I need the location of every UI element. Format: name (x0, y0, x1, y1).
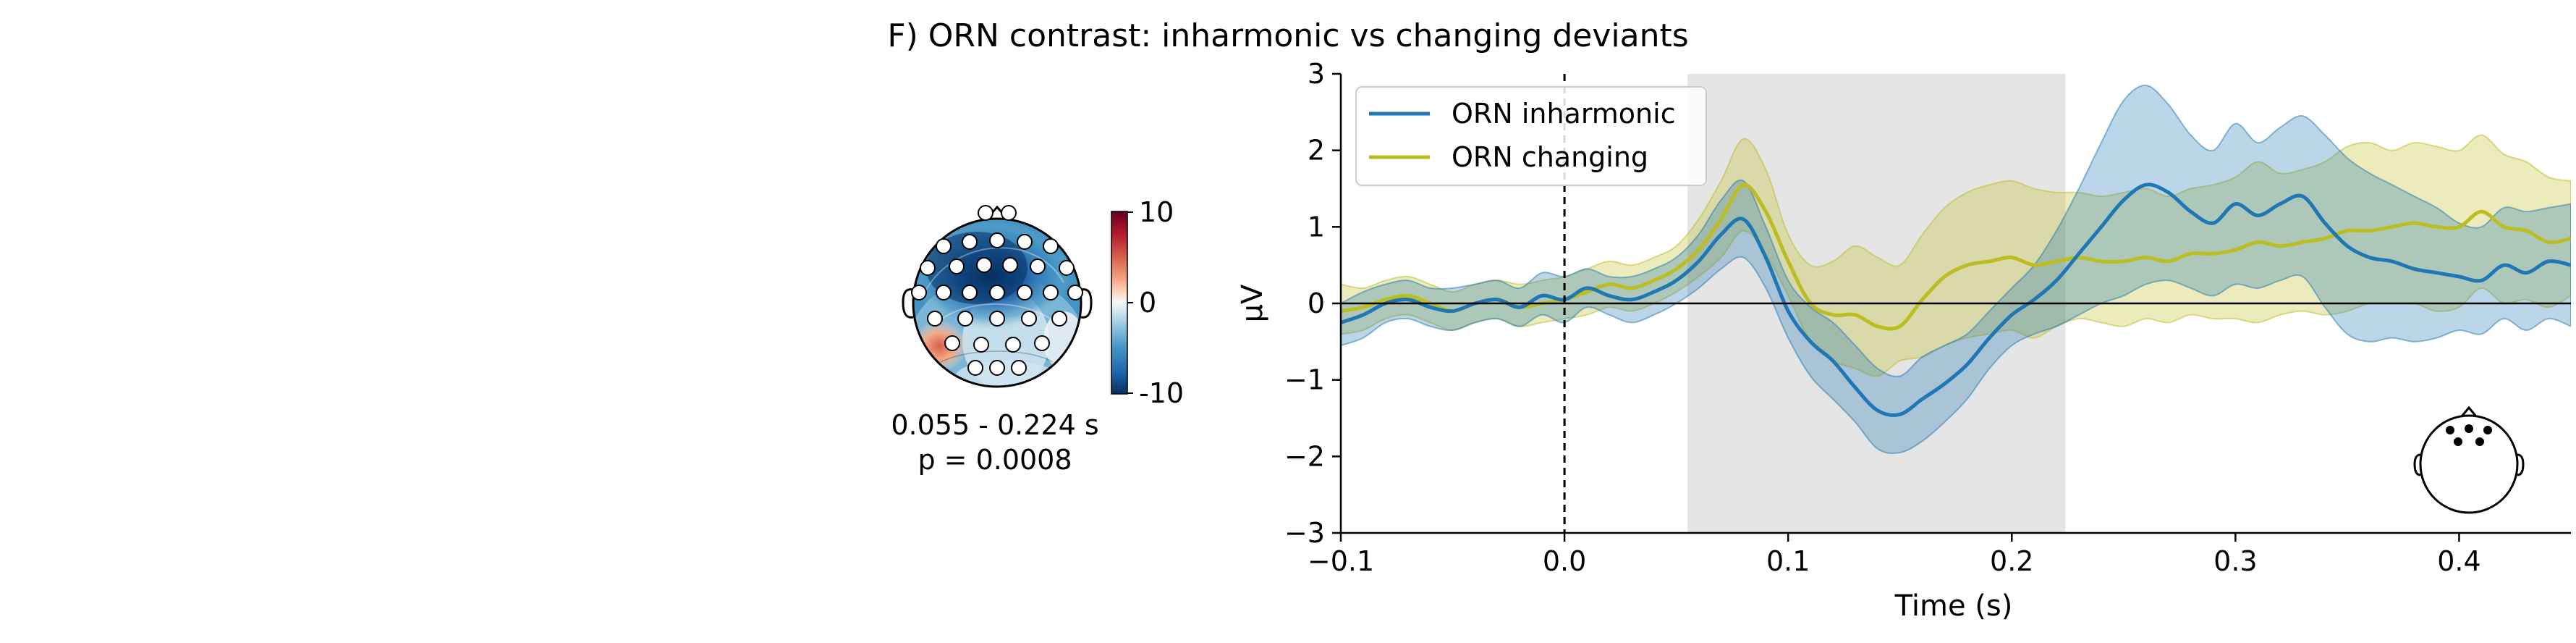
sensor-marker (1034, 335, 1050, 351)
sensor-marker (1067, 285, 1083, 301)
sensor-marker (1030, 259, 1046, 274)
x-tick-label: 0.3 (2213, 545, 2257, 577)
legend-label: ORN changing (1452, 141, 1648, 173)
sensor-marker (1002, 257, 1018, 273)
y-tick-label: 0 (1308, 287, 1325, 319)
sensor-marker (1021, 311, 1037, 327)
sensor-marker (967, 360, 983, 376)
sensor-marker (957, 311, 973, 327)
x-tick-label: 0.0 (1543, 545, 1586, 577)
topomap: 10 0 -10 0.055 - 0.224 s p = 0.0008 (891, 196, 1184, 476)
topomap-right-ear (1080, 288, 1093, 319)
x-tick-label: 0.2 (1990, 545, 2033, 577)
topomap-p-label: p = 0.0008 (918, 444, 1072, 476)
sensor-marker (1017, 285, 1033, 301)
sensor-marker (962, 234, 978, 250)
x-axis-label: Time (s) (1894, 589, 2013, 623)
topomap-time-label: 0.055 - 0.224 s (891, 409, 1098, 441)
legend: ORN inharmonic ORN changing (1355, 86, 1707, 186)
y-axis-label: µV (1236, 284, 1269, 322)
sensor-marker (1001, 205, 1017, 221)
sensor-marker (989, 232, 1005, 248)
topomap-left-ear (902, 288, 914, 319)
sensor-marker (1011, 360, 1027, 376)
y-tick-label: 1 (1308, 211, 1325, 243)
sensor-marker (978, 205, 993, 221)
sensor-marker (989, 360, 1005, 376)
sensor-marker (1043, 285, 1059, 301)
y-tick-label: −3 (1284, 517, 1325, 549)
sensor-inset-head (2413, 405, 2525, 514)
figure-title: F) ORN contrast: inharmonic vs changing … (887, 17, 1688, 54)
sensor-marker (1043, 238, 1059, 254)
sensor-marker (911, 285, 927, 301)
sensor-marker (1005, 337, 1021, 353)
sensor-marker (1051, 311, 1067, 327)
sensor-marker (927, 311, 943, 327)
colorbar-tick-label: 0 (1139, 287, 1156, 319)
sensor-marker (976, 257, 992, 273)
sensor-marker (944, 335, 960, 351)
sensor-marker (973, 337, 989, 353)
topomap-colorbar (1111, 211, 1128, 395)
y-tick-label: −2 (1284, 440, 1325, 472)
sensor-marker (936, 285, 952, 301)
sensor-marker (949, 259, 965, 274)
y-axis-ticks: −3 −2 −1 0 1 2 3 (1284, 58, 1341, 549)
sensor-marker (989, 311, 1005, 327)
sensor-marker (920, 260, 936, 276)
sensor-marker (1059, 260, 1075, 276)
y-tick-label: 3 (1308, 58, 1325, 90)
y-tick-label: 2 (1308, 135, 1325, 167)
sensor-marker (989, 285, 1005, 301)
legend-label: ORN inharmonic (1452, 98, 1676, 130)
colorbar-tick-label: -10 (1139, 377, 1184, 409)
topomap-sensors (911, 205, 1083, 376)
x-tick-label: 0.4 (2437, 545, 2480, 577)
series-line-inharmonic (1341, 182, 2571, 417)
x-tick-label: 0.1 (1766, 545, 1810, 577)
ci-band-changing (1341, 134, 2571, 377)
sensor-marker (936, 238, 952, 254)
topomap-head-outline (912, 217, 1082, 388)
y-tick-label: −1 (1284, 364, 1325, 396)
x-axis-ticks: −0.1 0.0 0.1 0.2 0.3 0.4 (1308, 533, 2481, 577)
x-tick-label: −0.1 (1308, 545, 1374, 577)
sensor-marker (1017, 234, 1033, 250)
ci-band-inharmonic (1341, 84, 2571, 454)
colorbar-tick-label: 10 (1139, 196, 1174, 228)
sensor-marker (962, 285, 978, 301)
